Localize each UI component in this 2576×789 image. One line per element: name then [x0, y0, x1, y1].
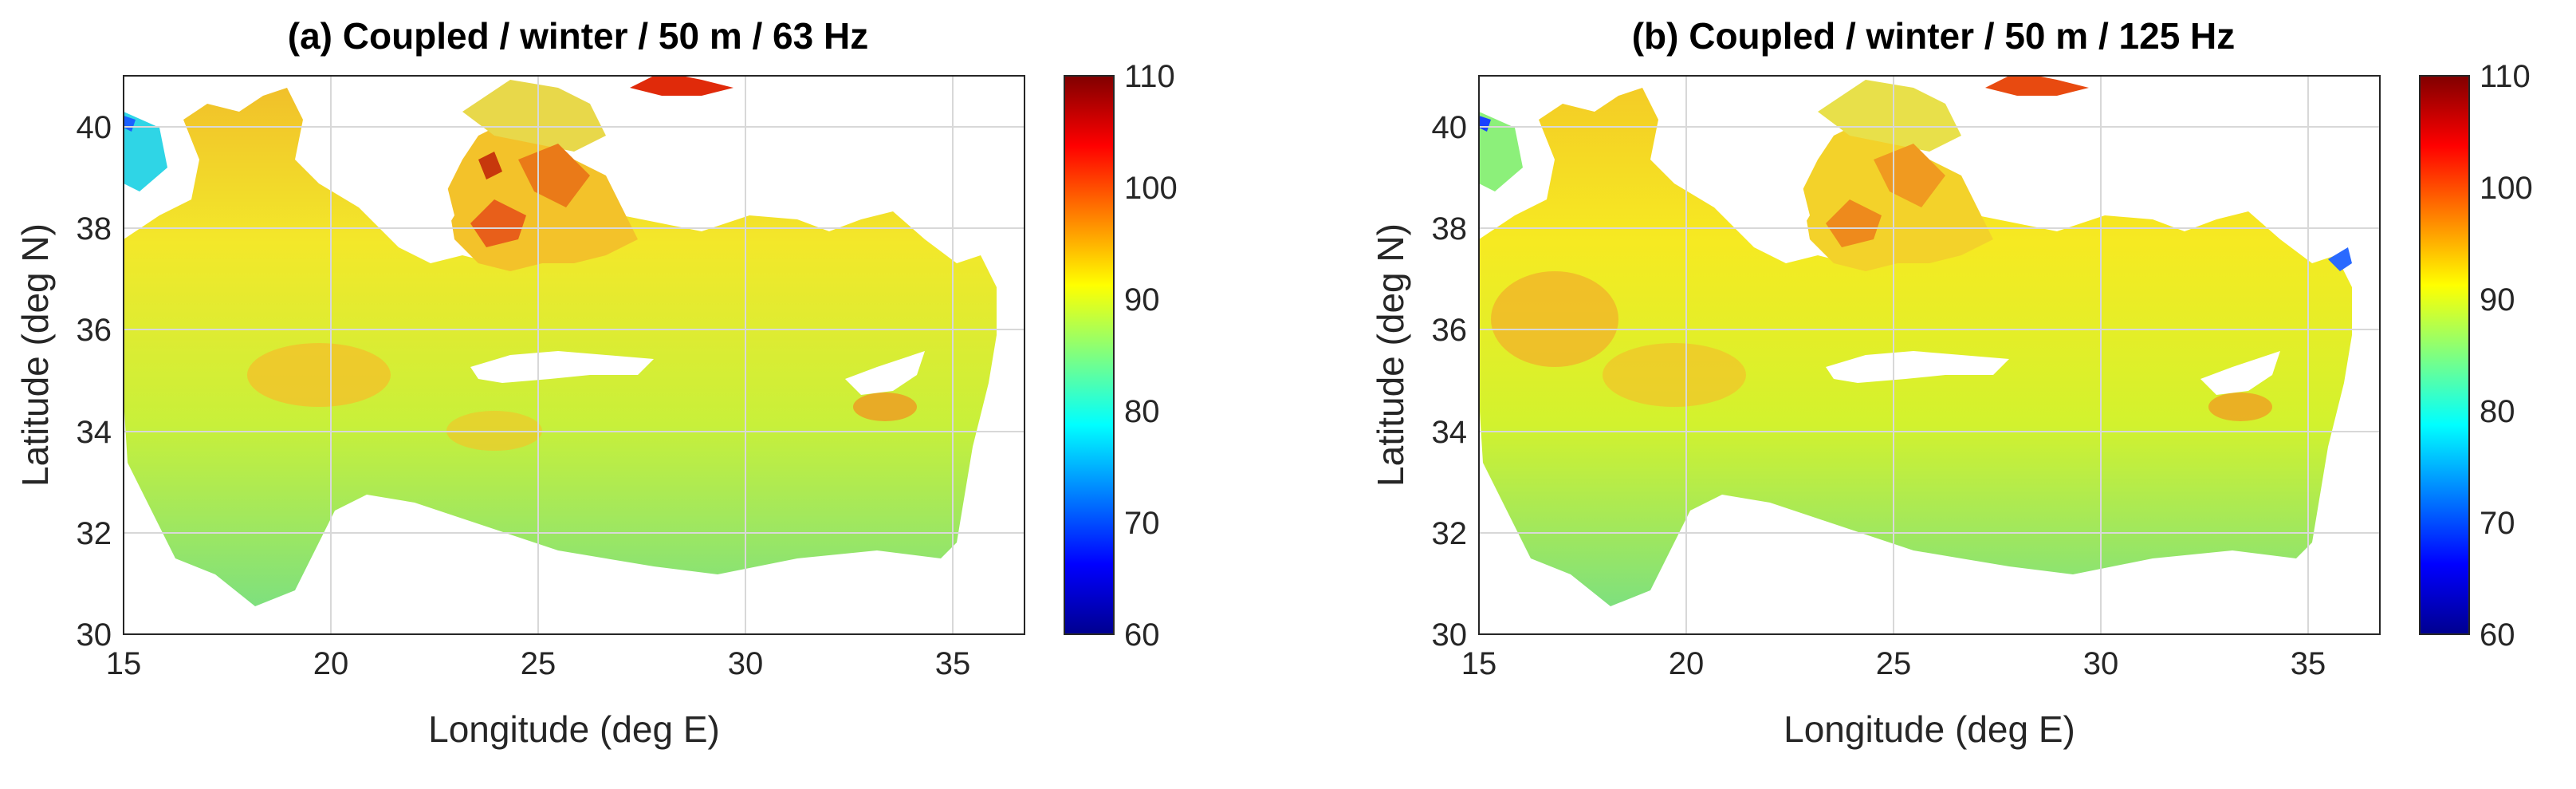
sea-field — [124, 76, 997, 606]
colorbar-tick-label: 80 — [2480, 394, 2515, 429]
x-tick-label: 25 — [521, 646, 556, 681]
y-tick-label: 32 — [77, 516, 112, 551]
y-axis: 30 32 34 36 38 40 — [77, 110, 112, 653]
sea-field — [1479, 76, 2352, 606]
y-tick-label: 34 — [1432, 415, 1468, 450]
y-tick-label: 36 — [1432, 313, 1468, 348]
x-tick-label: 20 — [1669, 646, 1705, 681]
x-tick-label: 25 — [1876, 646, 1912, 681]
y-tick-label: 38 — [77, 211, 112, 247]
cyprus-land — [2200, 351, 2280, 395]
y-tick-label: 40 — [1432, 110, 1468, 145]
panel-a: (a) Coupled / winter / 50 m / 63 Hz — [0, 0, 1276, 789]
colorbar-tick-label: 90 — [1124, 282, 1160, 318]
y-axis: 30 32 34 36 38 40 — [1432, 110, 1468, 653]
cyprus-land — [845, 351, 925, 395]
crete-land — [1826, 351, 2009, 383]
y-tick-label: 30 — [77, 617, 112, 653]
x-tick-label: 30 — [728, 646, 764, 681]
grid-lines — [1479, 76, 2380, 634]
x-axis: 15 20 25 30 35 — [1461, 646, 2326, 681]
y-tick-label: 40 — [77, 110, 112, 145]
y-axis-label: Latitude (deg N) — [14, 223, 56, 487]
panel-b: (b) Coupled / winter / 50 m / 125 Hz — [1355, 0, 2576, 789]
x-tick-label: 15 — [1461, 646, 1497, 681]
y-tick-label: 34 — [77, 415, 112, 450]
x-tick-label: 35 — [935, 646, 971, 681]
colorbar-gradient — [2419, 75, 2470, 635]
crete-land — [470, 351, 654, 383]
x-axis-label: Longitude (deg E) — [428, 708, 720, 750]
y-tick-label: 36 — [77, 313, 112, 348]
colorbar-tick-label: 110 — [1124, 59, 1175, 94]
colorbar-tick-label: 70 — [1124, 506, 1160, 541]
greece-land — [1674, 128, 1810, 255]
panel-title: (b) Coupled / winter / 50 m / 125 Hz — [1631, 15, 2236, 57]
x-axis-label: Longitude (deg E) — [1784, 708, 2075, 750]
greece-land — [319, 128, 454, 255]
y-tick-label: 32 — [1432, 516, 1468, 551]
panel-title: (a) Coupled / winter / 50 m / 63 Hz — [287, 15, 869, 57]
sea-region — [124, 88, 997, 606]
colorbar-tick-label: 110 — [2480, 59, 2531, 94]
colorbar-tick-label: 100 — [2480, 171, 2533, 206]
map-figure: 15 20 25 30 35 Longitude (deg E) 30 32 3… — [14, 59, 1178, 750]
map-figure: 15 20 25 30 35 Longitude (deg E) 30 32 3… — [1370, 59, 2533, 750]
colorbar-tick-label: 90 — [2480, 282, 2515, 318]
x-tick-label: 35 — [2291, 646, 2326, 681]
colorbar: 60 70 80 90 100 110 — [2419, 59, 2533, 653]
colorbar-tick-label: 70 — [2480, 506, 2515, 541]
sea-region — [1479, 88, 2352, 606]
x-axis: 15 20 25 30 35 — [106, 646, 971, 681]
colorbar-tick-label: 60 — [1124, 617, 1160, 653]
colorbar: 60 70 80 90 100 110 — [1064, 59, 1178, 653]
x-tick-label: 30 — [2083, 646, 2119, 681]
colorbar-gradient — [1064, 75, 1115, 635]
grid-lines — [124, 76, 1025, 634]
y-tick-label: 30 — [1432, 617, 1468, 653]
colorbar-tick-label: 100 — [1124, 171, 1178, 206]
colorbar-tick-label: 80 — [1124, 394, 1160, 429]
y-tick-label: 38 — [1432, 211, 1468, 247]
y-axis-label: Latitude (deg N) — [1370, 223, 1411, 487]
colorbar-tick-label: 60 — [2480, 617, 2515, 653]
x-tick-label: 20 — [313, 646, 349, 681]
x-tick-label: 15 — [106, 646, 142, 681]
